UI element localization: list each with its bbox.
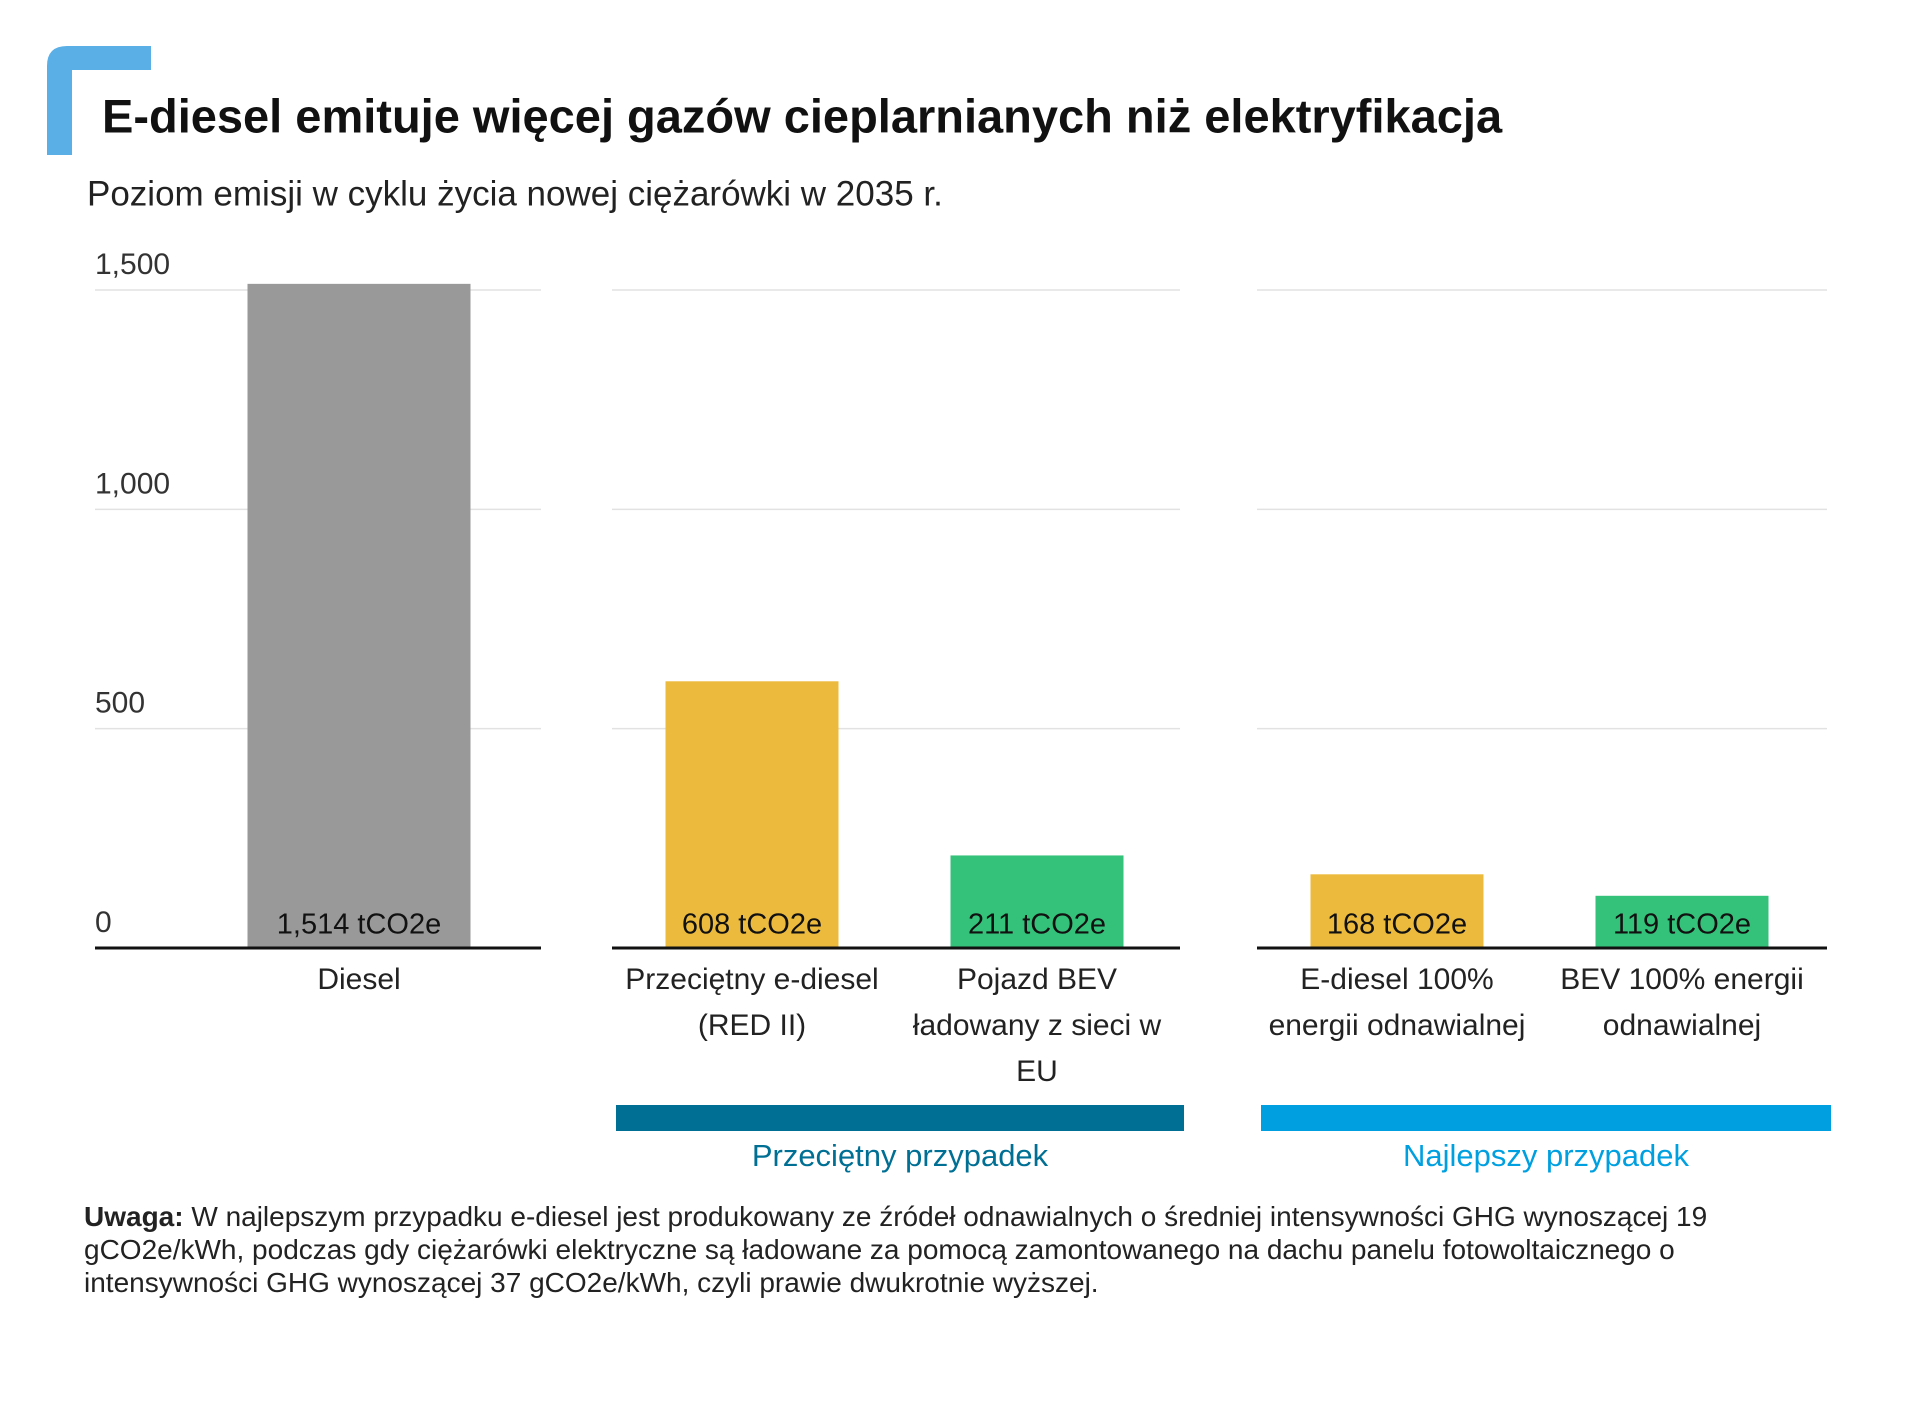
x-tick-label: Przeciętny e-diesel (RED II): [625, 963, 879, 1042]
note: Uwaga: W najlepszym przypadku e-diesel j…: [84, 1200, 1824, 1299]
chart-subtitle: Poziom emisji w cyklu życia nowej ciężar…: [87, 174, 943, 213]
value-label: 168 tCO2e: [1327, 909, 1467, 941]
group-bar: [616, 1105, 1184, 1131]
group-label: Najlepszy przypadek: [1403, 1138, 1690, 1173]
y-tick-label: 0: [95, 906, 112, 939]
bar: [247, 283, 471, 949]
x-tick-label: E-diesel 100% energii odnawialnej: [1268, 963, 1526, 1042]
x-tick-label: Diesel: [317, 963, 401, 996]
y-tick-label: 500: [95, 687, 145, 720]
value-label: 1,514 tCO2e: [277, 909, 441, 941]
corner-decoration: [47, 46, 151, 155]
x-tick-label: Pojazd BEV ładowany z sieci w EU: [912, 963, 1162, 1088]
y-tick-label: 1,000: [95, 467, 170, 500]
group-bar: [1261, 1105, 1831, 1131]
bar: [950, 855, 1124, 948]
y-tick-label: 1,500: [95, 248, 170, 281]
note-label: Uwaga:: [84, 1201, 184, 1232]
bar: [1595, 895, 1769, 948]
x-tick-label: BEV 100% energii odnawialnej: [1560, 963, 1804, 1042]
group-label: Przeciętny przypadek: [752, 1138, 1049, 1173]
value-label: 119 tCO2e: [1613, 909, 1751, 941]
bar: [1310, 874, 1484, 948]
value-label: 211 tCO2e: [968, 909, 1106, 941]
value-label: 608 tCO2e: [682, 909, 822, 941]
bar: [665, 681, 839, 948]
note-text: W najlepszym przypadku e-diesel jest pro…: [84, 1201, 1708, 1298]
chart-title: E-diesel emituje więcej gazów cieplarnia…: [102, 89, 1503, 142]
